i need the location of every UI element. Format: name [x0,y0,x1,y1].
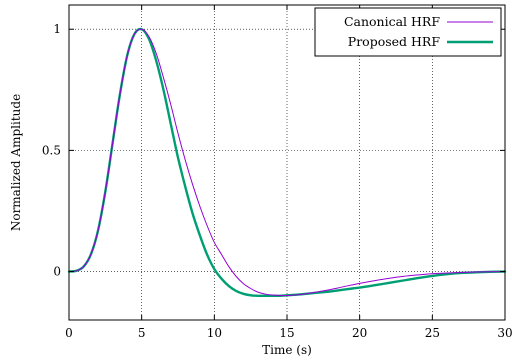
canonical-hrf-line [68,28,506,297]
x-tick-label: 25 [425,326,440,340]
y-tick-label: 1 [53,22,61,36]
x-tick-label: 20 [352,326,367,340]
axis-ticks: 0 5 10 15 20 25 30 0 0.5 1 [42,5,512,340]
x-tick-label: 30 [497,326,512,340]
legend-box [314,7,502,57]
x-tick-label: 10 [207,326,222,340]
x-axis-label: Time (s) [262,343,312,357]
y-axis-label: Normalized Amplitude [9,94,23,231]
legend-label-proposed-hrf: Proposed HRF [348,34,441,49]
y-tick-label: 0 [53,265,61,279]
proposed-hrf-line [67,27,507,298]
legend: Canonical HRF Proposed HRF [314,7,502,57]
x-tick-label: 5 [138,326,146,340]
y-tick-label: 0.5 [42,143,61,157]
series-lines [67,27,507,298]
x-tick-label: 15 [279,326,294,340]
legend-label-canonical-hrf: Canonical HRF [344,14,440,29]
x-tick-label: 0 [65,326,73,340]
